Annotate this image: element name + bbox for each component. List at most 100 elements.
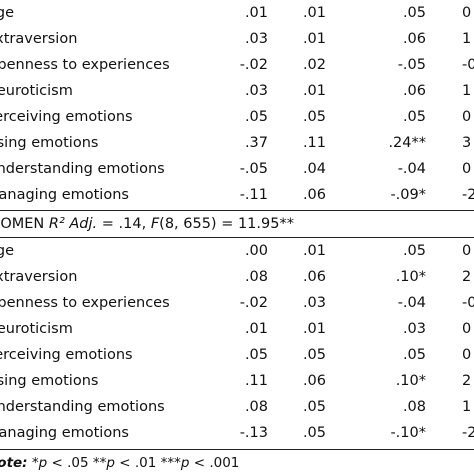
beta-value: .03 [402,321,426,337]
predictor-label: Perceiving emotions [0,347,133,363]
t-value: 1 [462,83,472,99]
t-value: -0 [462,57,474,73]
t-value: 0 [462,321,472,337]
b-value: -.11 [239,187,268,203]
t-value: 0 [462,5,472,21]
f-value: (8, 655) = 11.95** [159,216,294,232]
t-value: -2 [462,187,474,203]
se-value: .05 [302,109,326,125]
b-value: .03 [244,83,268,99]
se-value: .04 [302,161,326,177]
table-row: Using emotions .37 .11 .24** 3 [0,130,474,156]
table-row: Openness to experiences -.02 .03 -.04 -0 [0,290,474,316]
section-divider [0,237,474,238]
se-value: .05 [302,347,326,363]
b-value: -.02 [239,57,268,73]
predictor-label: Openness to experiences [0,295,170,311]
b-value: .11 [244,373,268,389]
se-value: .06 [302,373,326,389]
table-row: Understanding emotions .08 .05 .08 1 [0,394,474,420]
beta-value: -.04 [397,295,426,311]
predictor-label: Understanding emotions [0,161,165,177]
beta-value: .05 [402,5,426,21]
predictor-label: Using emotions [0,135,99,151]
beta-value: -.09* [390,187,426,203]
b-value: -.05 [239,161,268,177]
b-value: -.02 [239,295,268,311]
b-value: .01 [244,5,268,21]
p-symbol: p [180,455,190,471]
se-value: .01 [302,243,326,259]
f-label: F [150,216,160,232]
predictor-label: Using emotions [0,373,99,389]
t-value: 2 [462,269,472,285]
beta-value: .10* [395,373,426,389]
se-value: .06 [302,269,326,285]
beta-value: .06 [402,31,426,47]
se-value: .06 [302,187,326,203]
table-row: Understanding emotions -.05 .04 -.04 0 [0,156,474,182]
b-value: .37 [244,135,268,151]
t-value: -0 [462,295,474,311]
predictor-label: Openness to experiences [0,57,170,73]
group-name: WOMEN [0,216,45,232]
predictor-label: Neuroticism [0,83,73,99]
p-symbol: p [38,455,48,471]
p-symbol: p [106,455,115,471]
predictor-label: Understanding emotions [0,399,165,415]
note-label: Note: [0,455,28,471]
predictor-label: Managing emotions [0,425,129,441]
t-value: 0 [462,347,472,363]
predictor-label: Managing emotions [0,187,129,203]
table-row: Age .00 .01 .05 0 [0,238,474,264]
r2-label: R² Adj. [48,216,98,232]
b-value: .01 [244,321,268,337]
se-value: .11 [302,135,326,151]
table-row: Openness to experiences -.02 .02 -.05 -0 [0,52,474,78]
beta-value: .08 [402,399,426,415]
b-value: .05 [244,109,268,125]
se-value: .01 [302,31,326,47]
b-value: .05 [244,347,268,363]
t-value: 2 [462,373,472,389]
b-value: .03 [244,31,268,47]
se-value: .01 [302,83,326,99]
beta-value: -.10* [390,425,426,441]
t-value: 1 [462,31,472,47]
table-row: Age .01 .01 .05 0 [0,0,474,26]
predictor-label: Age [0,243,15,259]
predictor-label: Age [0,5,15,21]
r2-value: = .14, [97,216,151,232]
beta-value: -.04 [397,161,426,177]
table-row: Perceiving emotions .05 .05 .05 0 [0,342,474,368]
se-value: .03 [302,295,326,311]
t-value: 0 [462,161,472,177]
predictor-label: Neuroticism [0,321,73,337]
predictor-label: Extraversion [0,269,78,285]
predictor-label: Extraversion [0,31,78,47]
t-value: 3 [462,135,472,151]
beta-value: .05 [402,109,426,125]
table-bottom-rule [0,449,474,450]
b-value: -.13 [239,425,268,441]
b-value: .00 [244,243,268,259]
beta-value: .24** [388,135,426,151]
se-value: .01 [302,5,326,21]
beta-value: .10* [395,269,426,285]
t-value: 1 [462,399,472,415]
beta-value: .05 [402,243,426,259]
t-value: -2 [462,425,474,441]
beta-value: -.05 [397,57,426,73]
se-value: .05 [302,399,326,415]
group-header-women: WOMEN R² Adj. = .14, F(8, 655) = 11.95** [0,211,474,237]
table-row: Extraversion .03 .01 .06 1 [0,26,474,52]
table-note: Note: *p < .05 **p < .01 ***p < .001 [0,451,239,474]
se-value: .02 [302,57,326,73]
table-row: Neuroticism .01 .01 .03 0 [0,316,474,342]
beta-value: .05 [402,347,426,363]
t-value: 0 [462,243,472,259]
table-row: Neuroticism .03 .01 .06 1 [0,78,474,104]
table-row: Using emotions .11 .06 .10* 2 [0,368,474,394]
se-value: .05 [302,425,326,441]
